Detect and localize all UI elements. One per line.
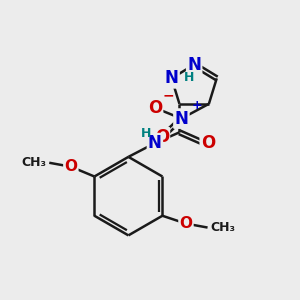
Text: −: − bbox=[163, 88, 174, 102]
Text: N: N bbox=[148, 134, 162, 152]
Text: O: O bbox=[155, 128, 169, 146]
Text: CH₃: CH₃ bbox=[21, 156, 46, 169]
Text: H: H bbox=[141, 127, 152, 140]
Text: N: N bbox=[175, 110, 188, 128]
Text: H: H bbox=[184, 71, 195, 84]
Text: O: O bbox=[64, 159, 77, 174]
Text: N: N bbox=[187, 56, 201, 74]
Text: N: N bbox=[165, 69, 178, 87]
Text: CH₃: CH₃ bbox=[211, 221, 236, 234]
Text: O: O bbox=[201, 134, 215, 152]
Text: O: O bbox=[179, 216, 193, 231]
Text: O: O bbox=[148, 99, 162, 117]
Text: +: + bbox=[191, 99, 202, 112]
